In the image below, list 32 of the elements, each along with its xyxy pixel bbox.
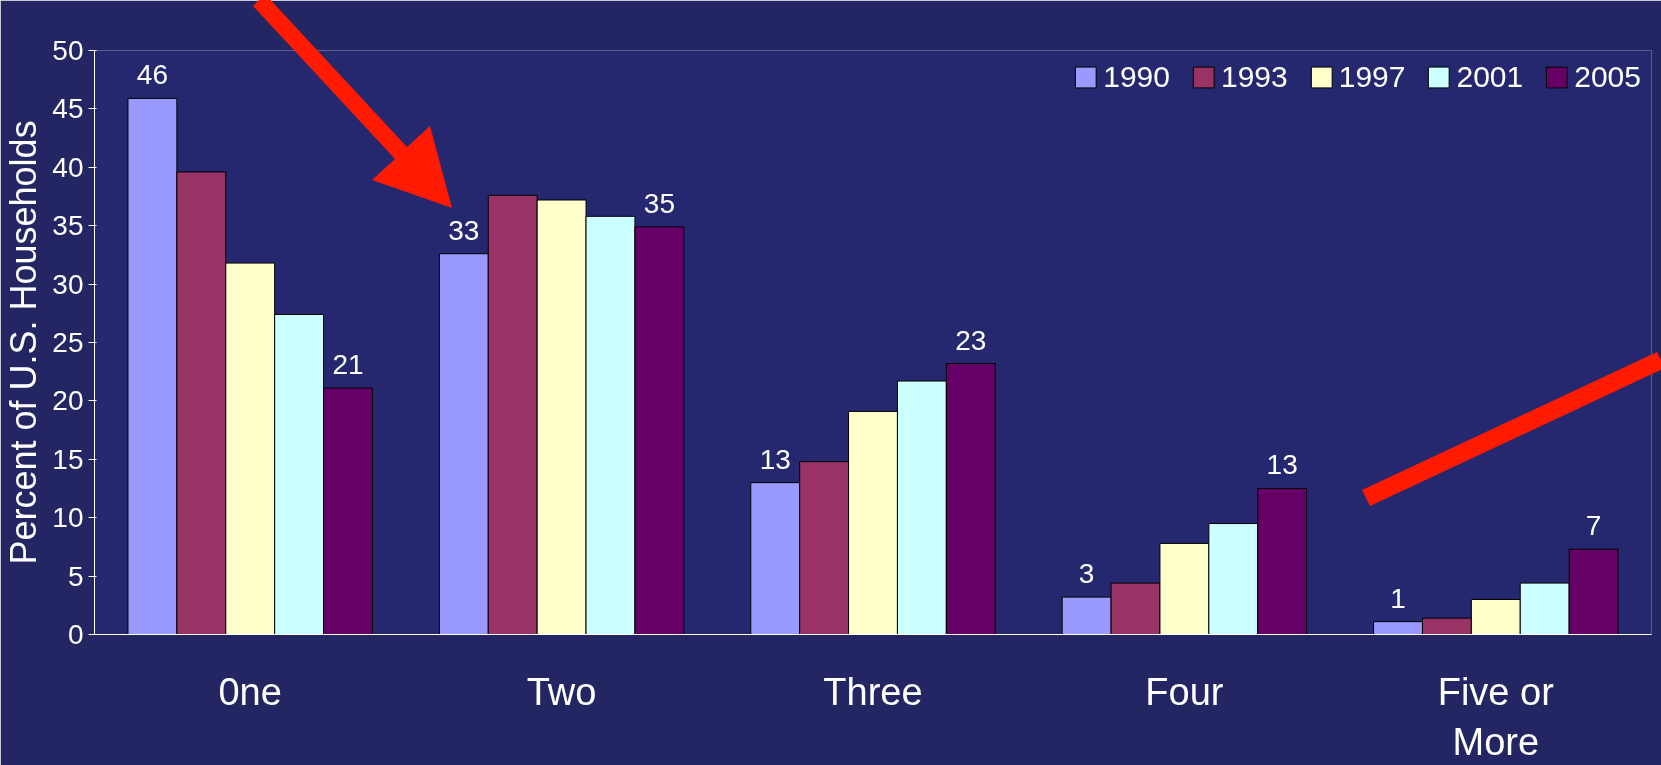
x-tick-label: Four [1145, 670, 1224, 713]
y-axis-title: Percent of U.S. Households [3, 120, 45, 565]
y-tick-label: 5 [67, 560, 84, 592]
data-label: 13 [1266, 449, 1298, 481]
y-tick-label: 50 [52, 35, 84, 66]
data-label: 23 [955, 324, 987, 356]
legend-label: 2005 [1574, 60, 1641, 94]
x-tick-label: Three [823, 670, 923, 713]
y-tick-label: 35 [52, 210, 84, 242]
x-tick-label: Five or More [1437, 670, 1555, 763]
data-label: 33 [448, 214, 480, 246]
legend-label: 1990 [1103, 60, 1170, 94]
data-label: 35 [643, 187, 675, 219]
y-tick-label: 10 [52, 502, 84, 534]
y-tick-label: 40 [52, 151, 84, 183]
legend-label: 1993 [1221, 60, 1288, 94]
y-tick-label: 25 [52, 327, 84, 358]
y-tick-label: 0 [67, 619, 84, 650]
y-tick-label: 30 [52, 268, 84, 300]
data-label: 46 [136, 59, 168, 91]
x-tick-label: Two [526, 670, 597, 713]
legend-label: 1997 [1338, 60, 1406, 94]
data-label: 7 [1585, 510, 1602, 542]
y-tick-label: 45 [52, 93, 84, 125]
data-label: 3 [1078, 558, 1095, 590]
data-label: 13 [759, 443, 791, 475]
x-tick-label: 0ne [218, 670, 282, 713]
y-tick-label: 15 [52, 443, 84, 475]
y-tick-label: 20 [52, 385, 84, 417]
legend-label: 2001 [1456, 60, 1524, 94]
data-label: 21 [332, 349, 364, 381]
data-label: 1 [1390, 582, 1406, 614]
